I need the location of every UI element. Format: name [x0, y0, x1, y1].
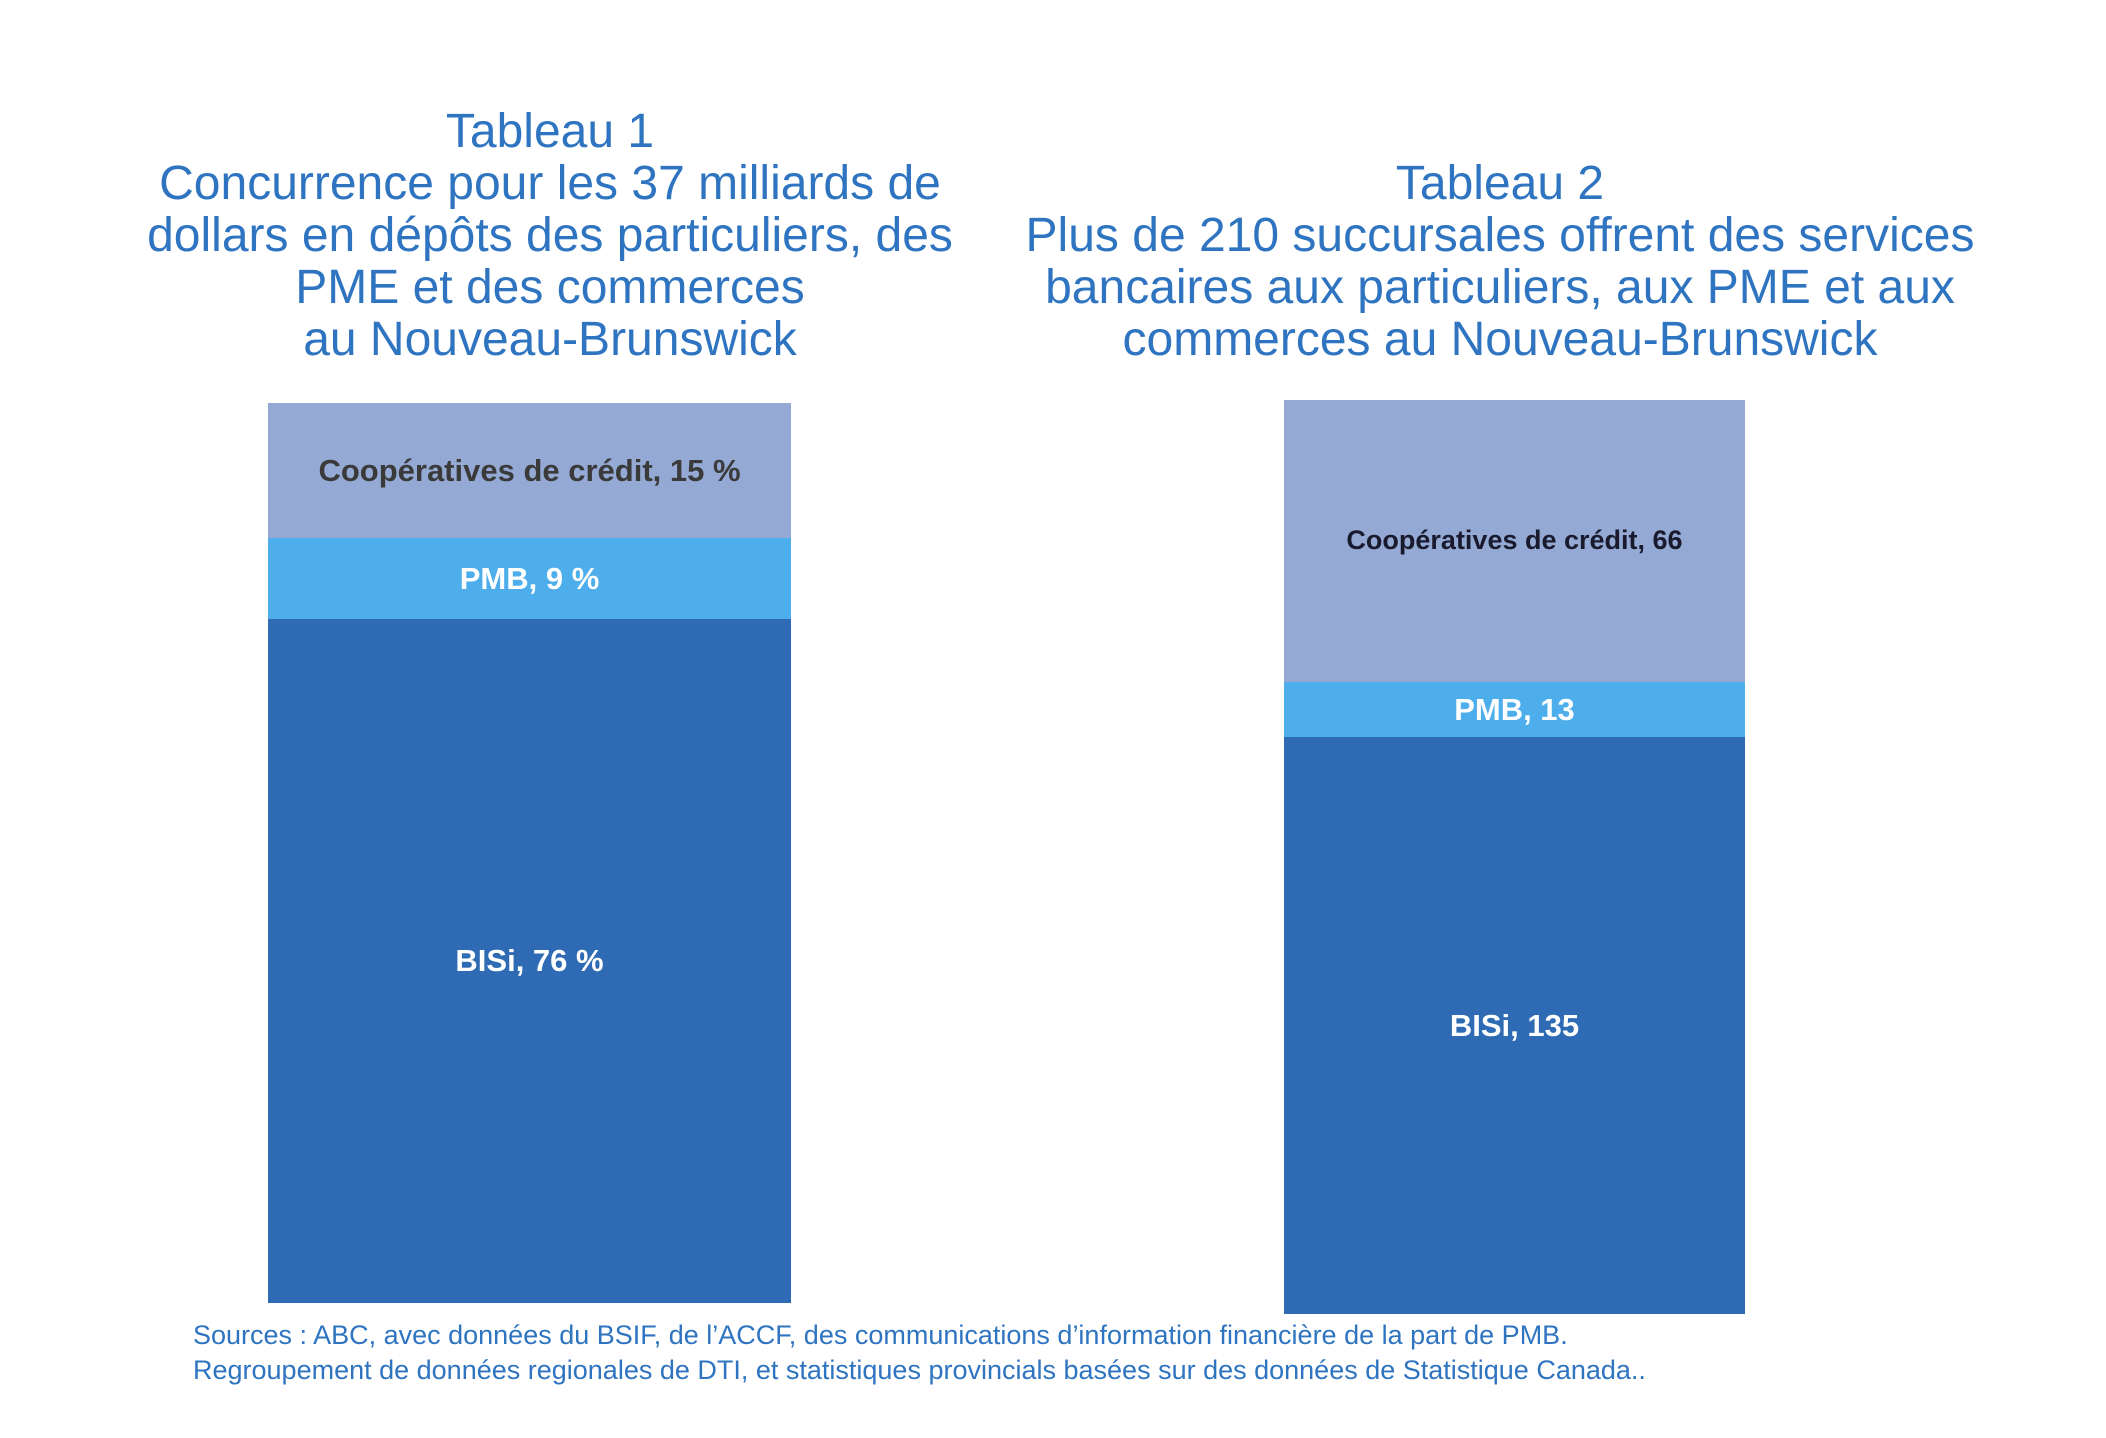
- sources-line: Regroupement de données regionales de DT…: [193, 1355, 1646, 1385]
- sources-line: Sources : ABC, avec données du BSIF, de …: [193, 1320, 1568, 1350]
- chart-2-title: Tableau 2 Plus de 210 succursales offren…: [1000, 158, 2000, 366]
- chart-2-title-line: commerces au Nouveau-Brunswick: [1122, 313, 1878, 366]
- chart-1-label-bisi: BISi, 76 %: [455, 943, 604, 978]
- chart-1-bar-coop: Coopératives de crédit, 15 %: [268, 403, 791, 538]
- chart-2-label-coop: Coopératives de crédit, 66: [1346, 525, 1683, 556]
- chart-2-title-line: Tableau 2: [1395, 157, 1605, 210]
- chart-2-title-line: bancaires aux particuliers, aux PME et a…: [1045, 261, 1955, 314]
- chart-2-stacked-bar: Coopératives de crédit, 66 PMB, 13 BISi,…: [1284, 400, 1745, 1314]
- chart-2-label-pmb: PMB, 13: [1454, 691, 1575, 727]
- chart-1-title-line: dollars en dépôts des particuliers, des: [147, 209, 953, 262]
- chart-2-title-line: Plus de 210 succursales offrent des serv…: [1025, 209, 1975, 262]
- chart-1-title-line: Tableau 1: [445, 105, 655, 158]
- chart-1-title: Tableau 1 Concurrence pour les 37 millia…: [100, 106, 1000, 366]
- chart-1-label-pmb: PMB, 9 %: [459, 560, 600, 596]
- chart-1-title-line: Concurrence pour les 37 milliards de: [159, 157, 941, 210]
- chart-2-bar-bisi: BISi, 135: [1284, 737, 1745, 1314]
- sources-note: Sources : ABC, avec données du BSIF, de …: [193, 1318, 1646, 1388]
- chart-1-bar-bisi: BISi, 76 %: [268, 619, 791, 1303]
- chart-1-stacked-bar: Coopératives de crédit, 15 % PMB, 9 % BI…: [268, 403, 791, 1303]
- chart-2-bar-pmb: PMB, 13: [1284, 681, 1745, 738]
- chart-2-bar-coop: Coopératives de crédit, 66: [1284, 400, 1745, 682]
- chart-1-label-coop: Coopératives de crédit, 15 %: [318, 452, 741, 488]
- chart-1-bar-pmb: PMB, 9 %: [268, 538, 791, 619]
- chart-2-label-bisi: BISi, 135: [1449, 1007, 1580, 1043]
- chart-1-title-line: au Nouveau-Brunswick: [303, 313, 797, 366]
- chart-1-title-line: PME et des commerces: [295, 261, 805, 314]
